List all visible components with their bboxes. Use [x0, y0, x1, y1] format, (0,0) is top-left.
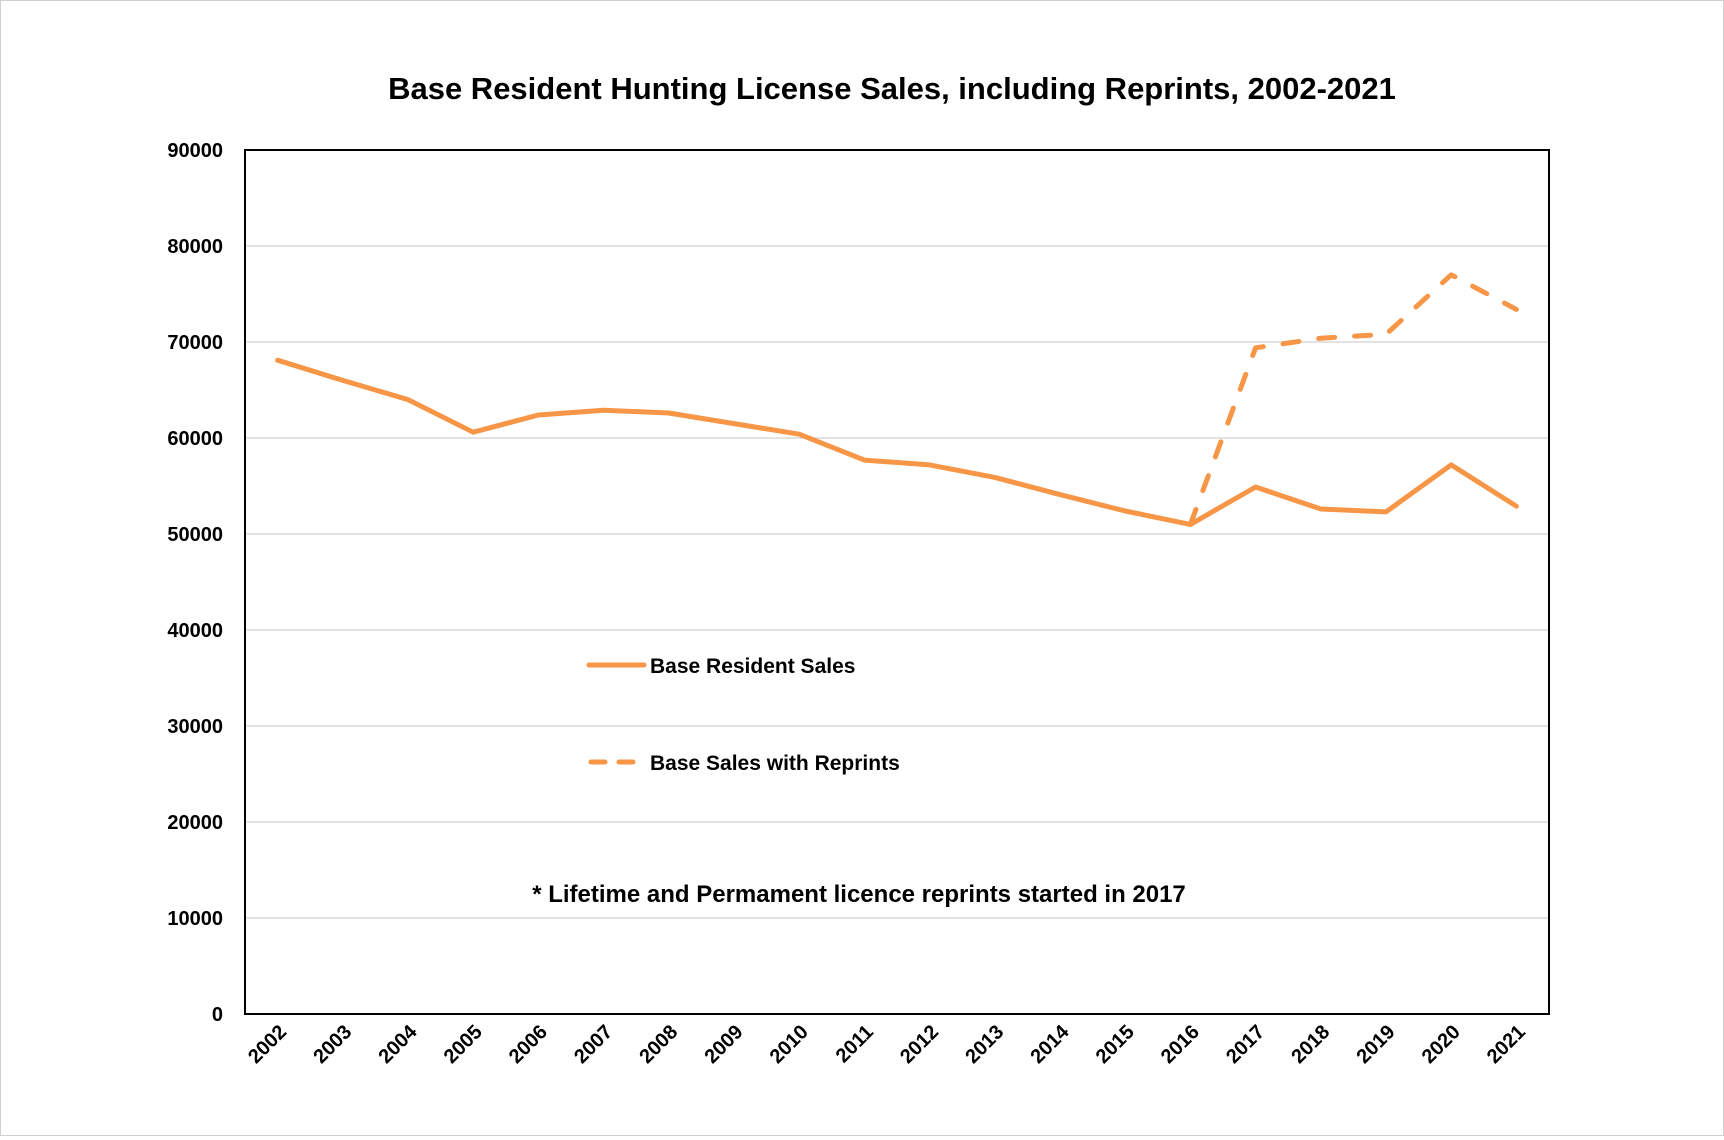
y-tick-label: 0 [212, 1004, 223, 1026]
x-axis-ticks: 2002 2003 2004 2005 2006 2007 2008 2009 2010 2011… [244, 1020, 1530, 1068]
x-tick-label: 2004 [375, 1020, 423, 1068]
legend: Base Resident Sales Base Sales with Repr… [589, 655, 900, 775]
legend-label-base-resident-sales: Base Resident Sales [650, 655, 855, 678]
y-tick-label: 30000 [167, 716, 223, 738]
x-tick-label: 2009 [701, 1021, 748, 1068]
series-layer [278, 275, 1517, 525]
x-tick-label: 2019 [1353, 1021, 1400, 1068]
x-tick-label: 2006 [505, 1021, 552, 1068]
x-tick-label: 2014 [1027, 1020, 1075, 1068]
legend-label-base-sales-with-reprints: Base Sales with Reprints [650, 752, 900, 775]
x-tick-label: 2015 [1092, 1021, 1139, 1068]
x-tick-label: 2011 [832, 1021, 878, 1067]
x-tick-label: 2021 [1483, 1021, 1530, 1068]
y-tick-label: 90000 [167, 140, 223, 162]
x-tick-label: 2013 [961, 1021, 1008, 1068]
gridlines [245, 246, 1549, 918]
y-tick-label: 70000 [167, 332, 223, 354]
y-tick-label: 80000 [167, 236, 223, 258]
series-line-base-sales-with-reprints [1190, 275, 1516, 525]
y-tick-label: 40000 [167, 620, 223, 642]
y-tick-label: 50000 [167, 524, 223, 546]
y-tick-label: 60000 [167, 428, 223, 450]
chart-title: Base Resident Hunting License Sales, inc… [388, 71, 1396, 106]
y-tick-label: 10000 [167, 908, 223, 930]
series-line-base-resident-sales [278, 360, 1517, 524]
x-tick-label: 2007 [570, 1021, 617, 1068]
x-tick-label: 2008 [635, 1021, 682, 1068]
x-tick-label: 2003 [309, 1021, 356, 1068]
x-tick-label: 2012 [896, 1021, 943, 1068]
chart-annotation: * Lifetime and Permament licence reprint… [532, 881, 1186, 908]
x-tick-label: 2010 [766, 1021, 813, 1068]
x-tick-label: 2017 [1222, 1021, 1269, 1068]
x-tick-label: 2020 [1418, 1021, 1465, 1068]
x-tick-label: 2018 [1287, 1021, 1334, 1068]
y-axis-ticks: 0 10000 20000 30000 40000 50000 60000 70000 8000… [167, 140, 223, 1026]
x-tick-label: 2016 [1157, 1021, 1204, 1068]
x-tick-label: 2002 [244, 1021, 291, 1068]
x-tick-label: 2005 [440, 1021, 487, 1068]
y-tick-label: 20000 [167, 812, 223, 834]
